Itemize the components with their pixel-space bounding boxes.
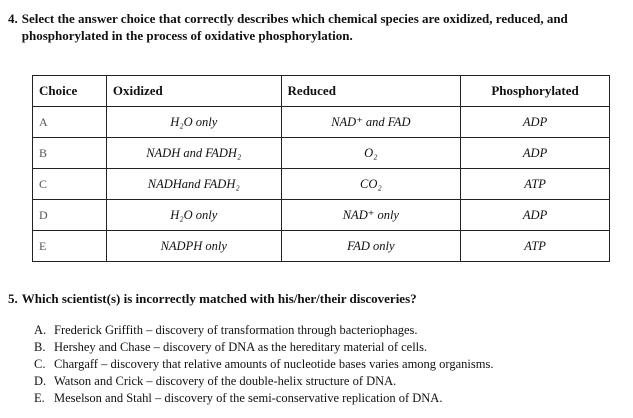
header-phosphorylated: Phosphorylated xyxy=(460,75,610,107)
choice-letter: E xyxy=(32,230,107,262)
list-item: A. Frederick Griffith – discovery of tra… xyxy=(34,322,629,339)
table-row: B NADH and FADH₂ O₂ ADP xyxy=(32,137,610,169)
question-4-number: 4. xyxy=(8,11,18,26)
question-5-number: 5. xyxy=(8,291,18,306)
choice-letter: D xyxy=(32,199,107,231)
option-letter: D. xyxy=(34,374,47,388)
oxidized-cell: H₂O only xyxy=(105,106,282,138)
table-row: E NADPH only FAD only ATP xyxy=(32,230,610,262)
oxidized-cell: H₂O only xyxy=(105,199,282,231)
choice-letter: A xyxy=(32,106,107,138)
table-header-row: Choice Oxidized Reduced Phosphorylated xyxy=(32,75,610,107)
reduced-cell: NAD⁺ only xyxy=(280,199,462,231)
option-text: Frederick Griffith – discovery of transf… xyxy=(54,323,418,337)
question-4-prompt: 4. Select the answer choice that correct… xyxy=(8,10,628,44)
oxidized-cell: NADHand FADH₂ xyxy=(105,168,282,200)
oxidized-cell: NADH and FADH₂ xyxy=(105,137,282,169)
phosphorylated-cell: ADP xyxy=(460,106,610,138)
question-4-text: Select the answer choice that correctly … xyxy=(21,11,568,43)
option-text: Chargaff – discovery that relative amoun… xyxy=(54,357,494,371)
phosphorylated-cell: ATP xyxy=(460,168,610,200)
phosphorylated-cell: ADP xyxy=(460,199,610,231)
reduced-cell: O₂ xyxy=(280,137,462,169)
list-item: E. Meselson and Stahl – discovery of the… xyxy=(34,390,629,407)
table-row: D H₂O only NAD⁺ only ADP xyxy=(32,199,610,231)
reduced-cell: FAD only xyxy=(280,230,462,262)
answer-choice-table: Choice Oxidized Reduced Phosphorylated A… xyxy=(32,75,610,262)
header-oxidized: Oxidized xyxy=(105,75,282,107)
reduced-cell: CO₂ xyxy=(280,168,462,200)
header-choice: Choice xyxy=(32,75,107,107)
table-row: A H₂O only NAD⁺ and FAD ADP xyxy=(32,106,610,138)
list-item: C. Chargaff – discovery that relative am… xyxy=(34,356,629,373)
option-letter: E. xyxy=(34,391,45,405)
choice-letter: C xyxy=(32,168,107,200)
phosphorylated-cell: ATP xyxy=(460,230,610,262)
header-reduced: Reduced xyxy=(280,75,462,107)
option-letter: B. xyxy=(34,340,46,354)
choice-letter: B xyxy=(32,137,107,169)
phosphorylated-cell: ADP xyxy=(460,137,610,169)
option-text: Watson and Crick – discovery of the doub… xyxy=(54,374,397,388)
list-item: D. Watson and Crick – discovery of the d… xyxy=(34,373,629,390)
table-row: C NADHand FADH₂ CO₂ ATP xyxy=(32,168,610,200)
question-5-prompt: 5. Which scientist(s) is incorrectly mat… xyxy=(8,290,628,307)
option-letter: A. xyxy=(34,323,47,337)
question-5-text: Which scientist(s) is incorrectly matche… xyxy=(21,291,417,306)
reduced-cell: NAD⁺ and FAD xyxy=(280,106,462,138)
oxidized-cell: NADPH only xyxy=(105,230,282,262)
option-text: Meselson and Stahl – discovery of the se… xyxy=(54,391,443,405)
option-text: Hershey and Chase – discovery of DNA as … xyxy=(54,340,428,354)
option-letter: C. xyxy=(34,357,46,371)
list-item: B. Hershey and Chase – discovery of DNA … xyxy=(34,339,629,356)
question-5-options: A. Frederick Griffith – discovery of tra… xyxy=(34,322,629,407)
